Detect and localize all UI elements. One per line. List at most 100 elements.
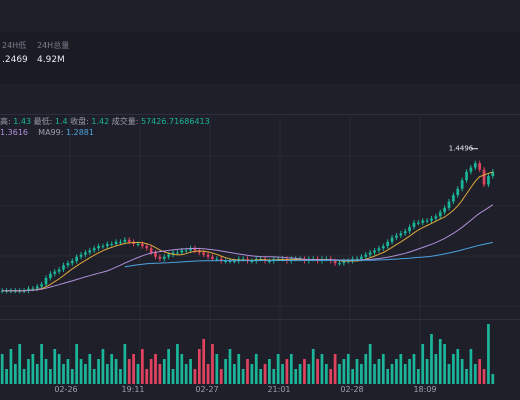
candle-body [452,195,455,202]
volume-bar [307,364,311,384]
candle-body [9,290,13,292]
candle-body [18,290,22,292]
candle-body [416,222,420,224]
volume-bar [141,349,144,384]
candle-body [219,258,223,261]
volume-bar [377,359,381,384]
legend-high: 高: 1.43 [0,117,32,126]
candle-body [127,239,131,242]
candle-body [53,271,57,274]
x-tick-label: 02-26 [54,385,77,394]
volume-bar [35,364,39,384]
volume-bar [381,354,385,384]
legend-ma-mid: 1.3616 [0,128,28,137]
volume-bar [79,359,83,384]
volume-bar [189,359,192,384]
volume-bar [443,344,446,384]
volume-bar [246,359,249,384]
volume-bar [412,354,416,384]
volume-bar [447,364,451,384]
candle-body [119,241,122,243]
candle-body [268,261,271,262]
volume-bar [478,359,482,384]
candle-body [434,216,438,219]
candle-body [438,212,442,217]
volume-bar [487,324,490,384]
candle-body [105,244,109,247]
candle-body [88,250,92,253]
candle-body [110,244,114,245]
volume-bar [333,354,337,384]
volume-bar [303,359,306,384]
candle-body [381,246,385,249]
candle-body [333,261,337,264]
candle-body [184,250,188,252]
volume-bar [101,349,105,384]
candle-body [49,273,52,278]
candle-body [338,263,341,265]
candle-body [460,180,464,189]
volume-bar [27,359,30,384]
candle-body [456,188,460,196]
volume-bar [346,354,350,384]
volume-bar [491,374,495,384]
candle-body [478,163,482,170]
candle-body [342,261,346,264]
candle-body [399,233,403,236]
candle-body [491,171,495,176]
volume-bar [254,354,258,384]
volume-bar [40,344,43,384]
volume-bar [403,364,407,384]
volume-bar [53,349,57,384]
volume-bar [399,354,403,384]
volume-bar [268,359,271,384]
candle-body [482,169,486,185]
volume-bar [351,369,354,384]
candle-body [31,288,35,290]
volume-bar [70,369,74,384]
top-bar [0,0,520,33]
candle-body [443,207,446,213]
volume-bar [110,354,114,384]
volume-bar [430,334,433,384]
candlestick-chart: 02-26 19:11 02-27 21:01 02-28 18:09 1.4496 [0,116,520,394]
volume-bar [434,354,438,384]
legend-ma99: MA99: 1.2881 [38,128,94,137]
stat-label: 24H低 [2,41,27,50]
volume-bar [114,359,118,384]
volume-bar [132,354,135,384]
volume-bar [31,354,35,384]
volume-bar [44,359,48,384]
volume-bar [355,359,359,384]
volume-bar [469,349,473,384]
volume-bar [329,369,333,384]
volume-bar [281,364,284,384]
candle-body [176,252,179,254]
volume-bar [171,369,175,384]
volume-bar [22,369,26,384]
candle-body [101,246,105,248]
volume-bar [149,359,153,384]
candle-body [57,269,61,272]
volume-bar [237,354,241,384]
volume-bar [364,354,368,384]
stats-bar: 24H低 .2469 24H总量 4.92M [0,32,520,85]
candle-body [425,220,429,222]
candle-body [215,258,219,260]
volume-bar [228,349,232,384]
volume-bar [338,364,341,384]
candle-body [171,252,175,255]
volume-bar [224,359,227,384]
volume-bar [97,359,100,384]
volume-bar [465,369,468,384]
volume-bar [180,354,184,384]
candle-body [158,256,162,259]
x-tick-label: 21:01 [267,385,290,394]
candle-body [189,248,192,251]
candle-body [224,261,227,262]
stat-label: 24H总量 [37,41,70,50]
candle-body [70,261,74,264]
volume-bar [408,359,411,384]
candle-body [228,261,232,262]
